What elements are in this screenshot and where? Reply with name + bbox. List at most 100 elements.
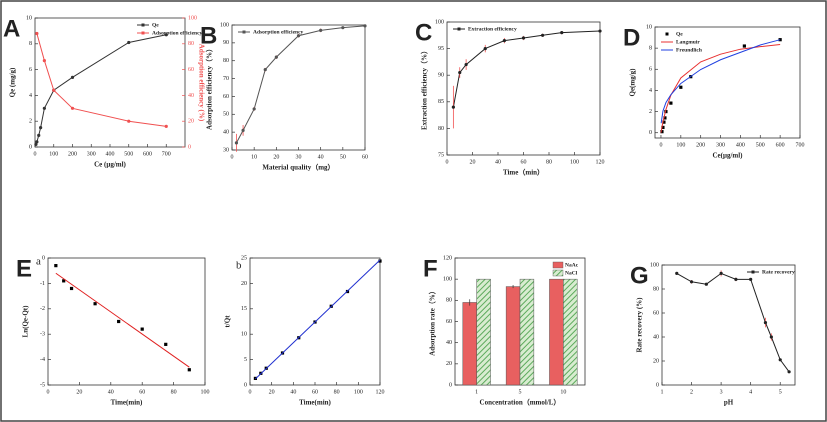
point: [662, 120, 666, 124]
x-tick-label: 700: [162, 151, 171, 157]
panel-letter: A: [3, 15, 20, 42]
x-tick-label: 10: [560, 389, 566, 395]
y-tick-label: 10: [646, 24, 652, 30]
legend-label: Freundlich: [676, 47, 702, 53]
point: [52, 88, 56, 92]
point: [37, 133, 41, 137]
point: [34, 142, 38, 147]
plot-frame: [661, 264, 796, 386]
y-tick-label: 80: [653, 286, 659, 292]
legend-marker: [751, 270, 755, 274]
point: [787, 370, 791, 374]
point: [341, 26, 345, 30]
point: [763, 321, 768, 325]
x-axis-label: Time（min）: [503, 169, 544, 177]
y-tick-label: -2: [40, 306, 45, 312]
x-tick-label: 20: [273, 154, 279, 160]
x-tick-label: 300: [716, 142, 725, 148]
point: [70, 106, 75, 110]
point: [378, 259, 382, 263]
y-tick-label: 70: [223, 76, 229, 82]
point: [483, 47, 487, 51]
y-tick-label: 60: [446, 319, 452, 325]
point: [117, 319, 121, 324]
point: [704, 282, 708, 286]
y-tick-label: 0: [244, 382, 247, 388]
y-tick-label: 20: [241, 281, 247, 287]
point: [42, 58, 46, 63]
point: [127, 119, 131, 123]
x-axis-label: pH: [724, 399, 734, 407]
point: [54, 264, 58, 268]
point: [70, 75, 75, 79]
y-tick-label: 80: [223, 58, 229, 64]
y-tick-label: 20: [653, 358, 659, 364]
legend-label: Rate recovery: [762, 269, 795, 275]
y-tick-label: 90: [223, 40, 229, 46]
y-tick-label: 100: [650, 262, 659, 268]
point: [319, 28, 323, 32]
y-tick-label: 8: [649, 46, 652, 52]
x-tick-label: 40: [108, 389, 114, 395]
x-tick-label: 700: [796, 142, 805, 148]
point: [778, 358, 782, 362]
bar: [505, 286, 521, 386]
point: [675, 271, 679, 275]
y-tick-label: 10: [26, 15, 32, 21]
point: [661, 125, 665, 130]
y-tick-label: 20: [446, 361, 452, 367]
point: [769, 335, 773, 339]
point: [669, 101, 673, 105]
point: [35, 31, 39, 36]
y-tick-label: 40: [653, 334, 659, 340]
point: [660, 130, 664, 134]
x-tick-label: 100: [354, 389, 363, 395]
point: [742, 44, 746, 48]
x-tick-label: 60: [139, 389, 145, 395]
y-tick-label: 80: [438, 126, 444, 132]
panel-letter: C: [415, 19, 432, 46]
x-tick-label: 100: [49, 151, 58, 157]
x-tick-label: 200: [696, 142, 705, 148]
x-tick-label: 400: [106, 151, 115, 157]
y-axis-label: Extraction efficiency（%）: [421, 47, 429, 130]
point: [127, 40, 131, 45]
panel-letter: F: [423, 255, 438, 282]
bar: [563, 278, 578, 386]
x-tick-label: 20: [269, 389, 275, 395]
y-tick-label: 0: [449, 382, 452, 388]
y-tick-label: 60: [653, 310, 659, 316]
y-tick-label: 120: [443, 255, 452, 261]
y-axis-label: t/Qt: [224, 315, 232, 328]
point: [296, 34, 301, 38]
y-axis-label: Qe (mg/g): [9, 67, 17, 97]
x-tick-label: 100: [570, 159, 579, 165]
x-tick-label: 300: [87, 151, 96, 157]
y-tick-label: 40: [223, 130, 229, 136]
y2-tick-label: 60: [188, 67, 194, 73]
legend-marker: [457, 27, 461, 31]
x-tick-label: 20: [470, 159, 476, 165]
x-tick-label: 40: [318, 154, 324, 160]
series-line: [55, 272, 190, 368]
y-tick-label: 85: [438, 99, 444, 105]
point: [187, 368, 191, 372]
x-tick-label: 60: [312, 389, 318, 395]
x-tick-label: 100: [676, 142, 685, 148]
y2-tick-label: 80: [188, 41, 194, 47]
bar: [519, 278, 535, 386]
point: [274, 55, 278, 59]
y-tick-label: 4: [29, 93, 32, 99]
panel-letter: G: [630, 262, 649, 289]
legend-label: Qe: [676, 31, 683, 37]
bar: [549, 278, 564, 386]
x-tick-label: 0: [47, 389, 50, 395]
y-tick-label: 60: [223, 94, 229, 100]
y-tick-label: 6: [29, 67, 32, 73]
y-tick-label: 0: [656, 382, 659, 388]
panel-sublabel: b: [236, 260, 242, 272]
x-tick-label: 80: [334, 389, 340, 395]
x-tick-label: 0: [446, 159, 449, 165]
y-tick-label: 100: [220, 22, 229, 28]
